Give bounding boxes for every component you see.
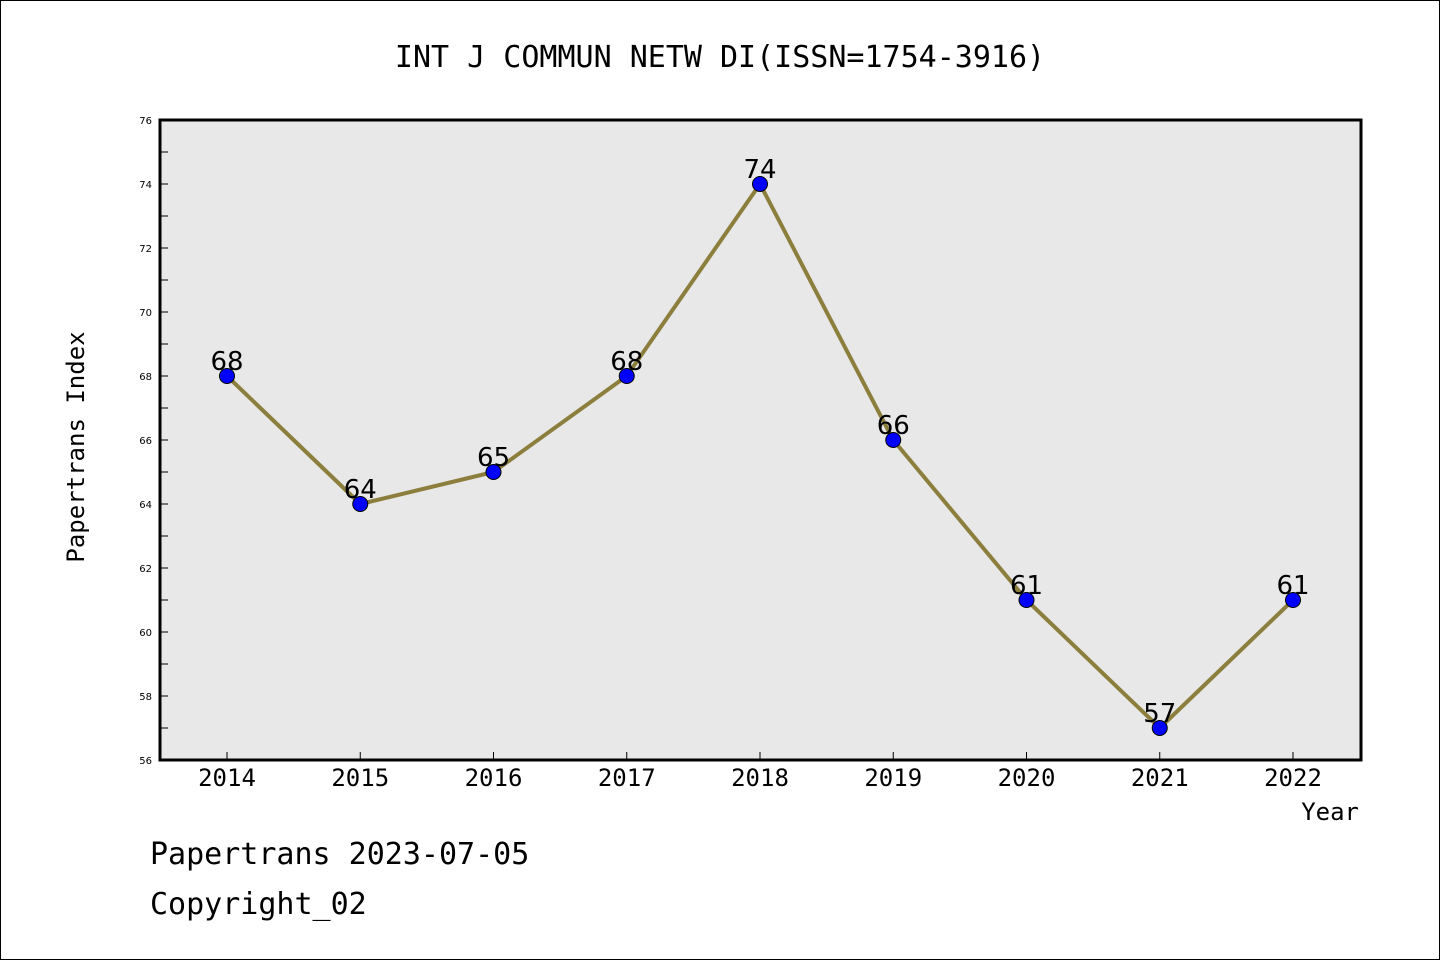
- data-point: [752, 176, 768, 192]
- data-point: [885, 432, 902, 448]
- x-tick-label: 2017: [598, 764, 656, 792]
- x-axis-label: Year: [1301, 798, 1359, 826]
- y-tick-label: 72: [139, 244, 152, 255]
- x-axis: 2014 2015 2016 2017 2018 2019 2020 2021 2022: [198, 752, 1322, 792]
- data-label: 68: [610, 347, 643, 377]
- y-tick-label: 76: [139, 116, 152, 127]
- data-label: 74: [743, 155, 776, 185]
- y-tick-label: 66: [139, 436, 152, 447]
- data-label: 66: [877, 411, 910, 441]
- footer-date: Papertrans 2023-07-05: [150, 837, 529, 872]
- x-tick-label: 2014: [198, 764, 256, 792]
- data-label: 57: [1143, 699, 1176, 729]
- x-tick-label: 2018: [731, 764, 789, 792]
- x-tick-label: 2019: [864, 764, 922, 792]
- series-markers: [219, 176, 1301, 736]
- data-point: [1151, 720, 1168, 736]
- y-tick-label: 68: [139, 372, 152, 383]
- data-labels: 68 64 65 68 74 66 61 57 61: [210, 155, 1309, 729]
- footer-copyright: Copyright_02: [150, 887, 367, 922]
- y-tick-label: 70: [139, 308, 152, 319]
- data-point: [352, 496, 369, 512]
- data-label: 65: [477, 443, 510, 473]
- y-tick-label: 64: [139, 500, 152, 511]
- y-tick-label: 74: [139, 180, 152, 191]
- y-tick-label: 58: [139, 692, 152, 703]
- y-axis-label: Papertrans Index: [62, 331, 90, 562]
- data-point: [219, 368, 235, 384]
- data-point: [618, 368, 635, 384]
- data-label: 64: [344, 475, 377, 505]
- x-tick-label: 2015: [331, 764, 389, 792]
- data-point: [1018, 592, 1035, 608]
- chart-title: INT J COMMUN NETW DI(ISSN=1754-3916): [395, 40, 1045, 75]
- y-axis: 56 58 60 62 64 66 68 70 72 74 76: [139, 116, 168, 767]
- plot-area: [158, 118, 1363, 762]
- data-label: 68: [210, 347, 243, 377]
- data-point: [1285, 592, 1301, 608]
- y-tick-label: 60: [139, 628, 152, 639]
- data-point: [485, 464, 502, 480]
- x-tick-label: 2021: [1131, 764, 1189, 792]
- x-tick-label: 2020: [998, 764, 1056, 792]
- x-tick-label: 2022: [1264, 764, 1322, 792]
- data-label: 61: [1010, 571, 1043, 601]
- y-tick-label: 56: [139, 756, 152, 767]
- y-tick-label: 62: [139, 564, 152, 575]
- x-tick-label: 2016: [465, 764, 523, 792]
- data-label: 61: [1276, 571, 1309, 601]
